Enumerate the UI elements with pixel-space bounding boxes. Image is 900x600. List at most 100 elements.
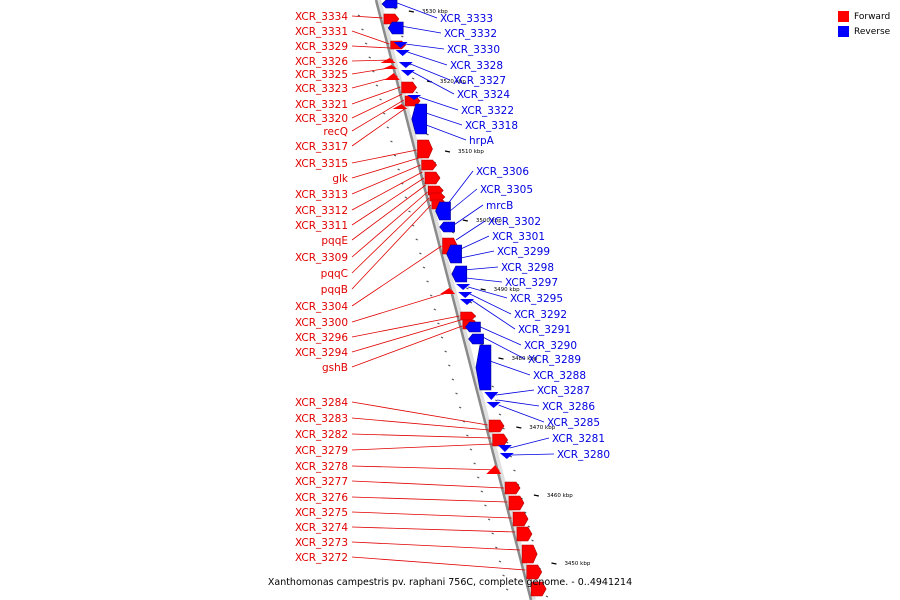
forward-leader bbox=[351, 15, 383, 19]
forward-gene-label: XCR_3284 bbox=[295, 397, 348, 409]
backbone-dot bbox=[455, 392, 458, 395]
forward-gene-label: XCR_3312 bbox=[295, 205, 348, 217]
reverse-gene bbox=[456, 284, 471, 290]
backbone-dot bbox=[375, 84, 379, 87]
backbone-dot bbox=[545, 595, 549, 598]
forward-gene bbox=[486, 465, 502, 474]
forward-leader bbox=[351, 107, 407, 147]
forward-leader bbox=[351, 433, 492, 439]
reverse-leader bbox=[407, 51, 448, 66]
backbone-dot bbox=[408, 210, 411, 213]
forward-gene-label: XCR_3296 bbox=[295, 332, 348, 344]
forward-gene-label: gshB bbox=[322, 362, 348, 374]
forward-gene-label: pqqC bbox=[321, 268, 348, 280]
reverse-gene-label: XCR_3302 bbox=[488, 216, 541, 228]
reverse-leader bbox=[455, 220, 486, 241]
tick-mark bbox=[408, 10, 414, 13]
forward-gene-label: XCR_3294 bbox=[295, 347, 348, 359]
reverse-gene bbox=[458, 292, 473, 298]
reverse-gene-label: XCR_3286 bbox=[542, 401, 595, 413]
forward-gene bbox=[508, 495, 525, 511]
forward-leader bbox=[351, 401, 488, 426]
backbone-dot bbox=[433, 308, 437, 311]
reverse-gene bbox=[387, 21, 404, 35]
backbone-dot bbox=[404, 196, 408, 199]
backbone-dot bbox=[495, 546, 498, 549]
reverse-leader bbox=[418, 96, 459, 111]
reverse-gene bbox=[407, 95, 422, 100]
forward-gene-label: XCR_3272 bbox=[295, 552, 348, 564]
tick-mark bbox=[516, 426, 522, 429]
forward-gene-label: XCR_3282 bbox=[295, 429, 348, 441]
reverse-leader bbox=[460, 250, 495, 259]
reverse-leader bbox=[497, 399, 540, 407]
reverse-leader bbox=[498, 404, 545, 423]
reverse-gene-label: XCR_3299 bbox=[497, 246, 550, 258]
legend: Forward Reverse bbox=[838, 9, 890, 39]
forward-gene bbox=[530, 581, 547, 597]
reverse-gene-label: XCR_3318 bbox=[465, 120, 518, 132]
backbone-dot bbox=[397, 168, 400, 171]
forward-gene-label: pqqB bbox=[321, 284, 348, 296]
backbone-dot bbox=[448, 364, 451, 367]
forward-gene-label: XCR_3326 bbox=[295, 56, 348, 68]
backbone-dot bbox=[393, 154, 397, 157]
backbone-dot bbox=[466, 287, 469, 290]
forward-leader bbox=[351, 164, 421, 195]
reverse-leader bbox=[511, 453, 555, 456]
reverse-leader bbox=[463, 266, 499, 271]
reverse-gene-label: XCR_3285 bbox=[547, 417, 600, 429]
forward-swatch bbox=[838, 11, 849, 22]
forward-leader bbox=[351, 245, 442, 307]
forward-gene-label: XCR_3321 bbox=[295, 99, 348, 111]
forward-gene-label: XCR_3315 bbox=[295, 158, 348, 170]
forward-gene bbox=[401, 81, 417, 94]
reverse-gene-label: XCR_3280 bbox=[557, 449, 610, 461]
reverse-gene bbox=[499, 453, 514, 459]
reverse-gene-label: XCR_3287 bbox=[537, 385, 590, 397]
backbone-dot bbox=[498, 560, 502, 563]
backbone-dot bbox=[480, 490, 484, 493]
forward-leader bbox=[351, 177, 425, 226]
backbone-dot bbox=[523, 511, 527, 514]
forward-gene-label: XCR_3283 bbox=[295, 413, 348, 425]
backbone-dot bbox=[368, 56, 371, 59]
reverse-gene-label: XCR_3301 bbox=[492, 231, 545, 243]
reverse-gene bbox=[465, 321, 481, 333]
reverse-gene bbox=[381, 0, 398, 9]
forward-leader bbox=[351, 45, 391, 49]
backbone-dot bbox=[491, 385, 494, 388]
backbone-dot bbox=[466, 434, 469, 437]
backbone-dot bbox=[458, 406, 462, 409]
backbone-dot bbox=[411, 77, 415, 80]
tick-label: 3510 kbp bbox=[458, 149, 484, 155]
forward-gene bbox=[421, 159, 438, 171]
forward-gene-label: pqqE bbox=[321, 235, 348, 247]
forward-leader bbox=[351, 149, 417, 164]
reverse-leader bbox=[426, 124, 467, 141]
forward-gene-label: XCR_3309 bbox=[295, 252, 348, 264]
reverse-leader bbox=[422, 111, 463, 126]
forward-gene bbox=[383, 13, 400, 25]
forward-leader bbox=[351, 204, 432, 290]
forward-leader bbox=[351, 465, 500, 471]
tick-mark bbox=[444, 150, 451, 153]
forward-gene-label: XCR_3278 bbox=[295, 461, 348, 473]
forward-leader bbox=[351, 86, 401, 105]
forward-gene bbox=[516, 526, 533, 542]
forward-leader bbox=[351, 171, 423, 211]
reverse-gene-label: XCR_3288 bbox=[533, 370, 586, 382]
forward-gene bbox=[382, 65, 398, 69]
reverse-leader bbox=[509, 437, 550, 449]
backbone-dot bbox=[495, 399, 498, 402]
backbone-dot bbox=[382, 112, 386, 115]
reverse-gene-label: mrcB bbox=[486, 200, 513, 212]
reverse-leader bbox=[465, 277, 503, 283]
backbone-dot bbox=[422, 266, 426, 269]
reverse-leader bbox=[452, 204, 484, 227]
forward-gene-label: XCR_3279 bbox=[295, 445, 348, 457]
backbone-dot bbox=[509, 455, 513, 458]
forward-leader bbox=[351, 93, 403, 119]
reverse-leader bbox=[480, 335, 526, 360]
